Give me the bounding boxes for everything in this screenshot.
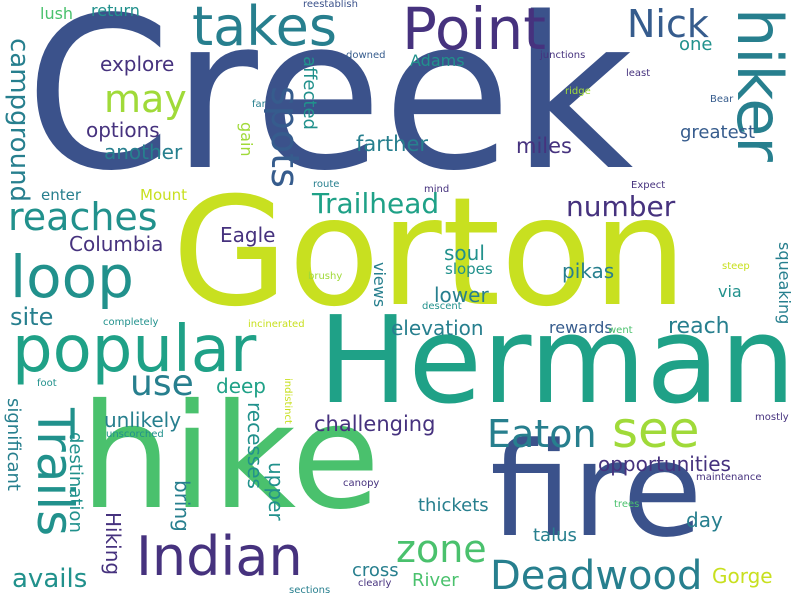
word-number: number xyxy=(566,190,676,223)
word-campground: campground xyxy=(4,38,34,203)
word-gain: gain xyxy=(237,122,256,157)
word-eagle: Eagle xyxy=(220,223,276,247)
word-recesses: recesses xyxy=(243,402,267,489)
word-via: via xyxy=(718,282,742,301)
word-downed: downed xyxy=(346,50,386,61)
word-bear: Bear xyxy=(710,94,734,105)
word-talus: talus xyxy=(533,525,577,546)
word-squeaking: squeaking xyxy=(775,242,794,325)
word-gorton: Gorton xyxy=(172,166,688,340)
word-affected: affected xyxy=(299,56,320,130)
word-completely: completely xyxy=(103,317,159,328)
word-lower: lower xyxy=(434,283,489,307)
word-mount: Mount xyxy=(140,186,188,204)
word-rewards: rewards xyxy=(549,318,613,337)
word-sections: sections xyxy=(289,585,331,596)
word-unscorched: unscorched xyxy=(106,429,164,440)
word-reach: reach xyxy=(668,314,730,339)
word-reestablish: reestablish xyxy=(303,0,358,10)
word-pikas: pikas xyxy=(562,259,615,283)
word-deadwood: Deadwood xyxy=(490,553,703,599)
word-creek: Creek xyxy=(25,0,634,217)
word-significant: significant xyxy=(3,398,24,491)
word-opportunities: opportunities xyxy=(598,452,731,476)
word-one: one xyxy=(679,34,713,55)
word-point: Point xyxy=(402,0,547,63)
word-mostly: mostly xyxy=(755,412,789,423)
word-fire: fire xyxy=(490,414,703,566)
word-return: return xyxy=(91,1,140,20)
word-elevation: elevation xyxy=(391,316,484,340)
word-slopes: slopes xyxy=(445,260,493,278)
word-indian: Indian xyxy=(136,525,303,588)
word-use: use xyxy=(130,363,194,404)
word-brushy: brushy xyxy=(308,271,343,282)
word-descent: descent xyxy=(422,301,462,312)
word-destination: destination xyxy=(65,432,86,533)
word-upper: upper xyxy=(264,462,288,521)
word-explore: explore xyxy=(100,52,175,76)
word-foot: foot xyxy=(37,378,57,389)
word-farther: farther xyxy=(356,132,428,156)
word-least: least xyxy=(626,68,651,79)
word-enter: enter xyxy=(41,186,82,204)
word-views: views xyxy=(370,262,389,308)
word-thickets: thickets xyxy=(418,495,489,516)
word-soul: soul xyxy=(444,241,485,265)
word-miles: miles xyxy=(516,134,572,158)
word-gorge: Gorge xyxy=(712,564,773,588)
word-see: see xyxy=(612,401,700,459)
word-zone: zone xyxy=(396,527,487,571)
word-maintenance: maintenance xyxy=(696,472,762,483)
word-day: day xyxy=(686,508,723,532)
word-takes: takes xyxy=(192,0,337,58)
word-went: went xyxy=(608,325,633,336)
word-spots: spots xyxy=(263,86,307,188)
word-hiking: Hiking xyxy=(101,512,125,576)
word-may: may xyxy=(104,77,187,121)
word-nick: Nick xyxy=(627,2,709,46)
word-avails: avails xyxy=(12,564,88,594)
word-reaches: reaches xyxy=(8,195,158,239)
word-cross: cross xyxy=(352,560,399,581)
word-unlikely: unlikely xyxy=(104,408,182,432)
word-loop: loop xyxy=(10,243,134,311)
word-clearly: clearly xyxy=(358,578,392,589)
word-options: options xyxy=(86,118,160,142)
word-herman: Herman xyxy=(318,292,796,431)
word-columbia: Columbia xyxy=(69,232,164,256)
word-deep: deep xyxy=(216,374,266,398)
word-incinerated: incinerated xyxy=(248,319,305,330)
word-hike: hike xyxy=(80,373,381,542)
word-ridge: ridge xyxy=(565,86,591,97)
word-trails: Trails xyxy=(26,408,84,537)
word-challenging: challenging xyxy=(314,412,436,436)
word-junctions: junctions xyxy=(540,50,586,61)
word-canopy: canopy xyxy=(343,478,380,489)
word-bring: bring xyxy=(170,480,194,532)
word-lush: lush xyxy=(40,4,74,23)
word-expect: Expect xyxy=(631,180,666,191)
word-indistinct: indistinct xyxy=(282,378,293,424)
word-greatest: greatest xyxy=(680,122,756,143)
word-hiker: hiker xyxy=(723,8,796,162)
word-far: far xyxy=(252,99,266,110)
word-another: another xyxy=(104,140,183,164)
word-river: River xyxy=(412,570,459,591)
word-site: site xyxy=(10,303,54,331)
word-trees: trees xyxy=(614,499,640,510)
word-adams: Adams xyxy=(410,51,465,70)
word-mind: mind xyxy=(424,184,450,195)
word-route: route xyxy=(313,179,340,190)
word-steep: steep xyxy=(722,261,750,272)
word-popular: popular xyxy=(12,313,257,387)
word-eaton: Eaton xyxy=(487,412,597,456)
word-trailhead: Trailhead xyxy=(312,187,440,220)
